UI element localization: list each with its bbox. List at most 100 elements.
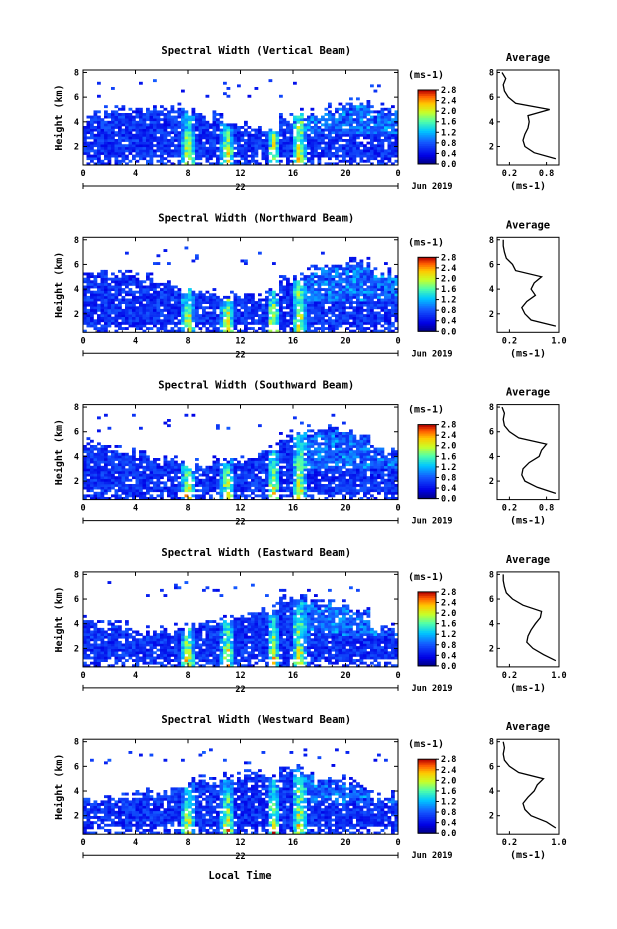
heatmap-cell (342, 476, 346, 480)
heatmap-cell (156, 141, 161, 145)
heatmap-cell (328, 301, 332, 304)
heatmap-cell (296, 445, 301, 448)
heatmap-cell (163, 290, 168, 294)
heatmap-cell (310, 141, 315, 145)
heatmap-cell (286, 445, 290, 448)
heatmap-cell (230, 468, 234, 472)
heatmap-cell (349, 295, 353, 299)
heatmap-cell (118, 141, 122, 145)
heatmap-cell (212, 144, 217, 148)
heatmap-cell (142, 494, 147, 498)
heatmap-cell (153, 303, 157, 307)
heatmap-cell (380, 450, 385, 454)
heatmap-cell (139, 306, 143, 310)
heatmap-cell (174, 128, 178, 132)
heatmap-cell (352, 107, 357, 111)
heatmap-cell (338, 133, 343, 137)
heatmap-cell (384, 494, 388, 498)
heatmap-cell (195, 157, 199, 161)
heatmap-cell (97, 468, 101, 472)
heatmap-cell (331, 303, 336, 307)
heatmap-cell (83, 290, 87, 294)
heatmap-cell (142, 497, 147, 500)
heatmap-cell (230, 306, 234, 310)
heatmap-cell (366, 272, 371, 276)
heatmap-cell (391, 298, 395, 302)
heatmap-cell (300, 324, 304, 328)
heatmap-cell (177, 288, 182, 291)
heatmap-cell (293, 120, 297, 124)
heatmap-cell (100, 316, 105, 320)
heatmap-cell (317, 144, 322, 148)
heatmap-cell (338, 484, 343, 487)
heatmap-cell (335, 489, 339, 493)
heatmap-cell (188, 136, 192, 140)
heatmap-cell (132, 120, 136, 124)
heatmap-cell (135, 327, 140, 330)
heatmap-cell (296, 473, 301, 477)
heatmap-cell (373, 455, 378, 459)
heatmap-cell (324, 154, 329, 158)
heatmap-cell (296, 295, 301, 299)
heatmap-cell (118, 285, 122, 289)
heatmap-cell (359, 275, 364, 278)
heatmap-cell (279, 445, 283, 448)
heatmap-cell (338, 432, 343, 435)
heatmap-cell (370, 110, 374, 114)
heatmap-cell (307, 159, 311, 163)
heatmap-cell (363, 491, 367, 495)
heatmap-cell (174, 133, 178, 137)
heatmap-cell (230, 123, 234, 127)
heatmap-cell (209, 149, 213, 153)
heatmap-cell (107, 152, 112, 155)
heatmap-cell (111, 152, 115, 155)
heatmap-cell (352, 321, 357, 325)
heatmap-cell (363, 275, 367, 278)
heatmap-cell (300, 123, 304, 127)
heatmap-cell (181, 154, 185, 158)
heatmap-cell (317, 468, 322, 472)
heatmap-cell (370, 275, 374, 278)
heatmap-cell (391, 481, 395, 485)
heatmap-cell (97, 81, 101, 85)
heatmap-cell (335, 460, 339, 464)
heatmap-cell (359, 329, 364, 333)
heatmap-cell (149, 288, 154, 291)
heatmap-cell (373, 329, 378, 333)
heatmap-cell (156, 465, 161, 469)
heatmap-cell (90, 489, 94, 493)
heatmap-cell (90, 290, 94, 294)
heatmap-cell (83, 465, 87, 469)
heatmap-cell (279, 159, 283, 163)
heatmap-cell (324, 162, 329, 166)
heatmap-cell (149, 295, 154, 299)
heatmap-cell (142, 120, 147, 124)
heatmap-cell (205, 316, 210, 320)
heatmap-cell (363, 301, 367, 304)
heatmap-cell (342, 290, 346, 294)
colorbar-segment (418, 314, 436, 317)
heatmap-cell (212, 133, 217, 137)
heatmap-cell (219, 303, 224, 307)
heatmap-cell (219, 115, 224, 119)
heatmap-cell (209, 131, 213, 135)
heatmap-cell (331, 460, 336, 464)
heatmap-cell (303, 146, 308, 150)
heatmap-cell (142, 146, 147, 150)
heatmap-cell (317, 473, 322, 477)
heatmap-cell (272, 311, 276, 315)
heatmap-cell (342, 113, 346, 116)
heatmap-cell (135, 152, 140, 155)
heatmap-cell (244, 494, 248, 498)
heatmap-cell (160, 157, 164, 161)
heatmap-cell (356, 450, 360, 454)
heatmap-cell (258, 458, 262, 461)
heatmap-cell (121, 152, 126, 155)
heatmap-cell (237, 133, 241, 137)
heatmap-cell (352, 152, 357, 155)
heatmap-cell (359, 489, 364, 493)
heatmap-cell (219, 113, 224, 116)
heatmap-cell (104, 306, 108, 310)
heatmap-cell (114, 118, 119, 122)
heatmap-cell (370, 282, 374, 286)
